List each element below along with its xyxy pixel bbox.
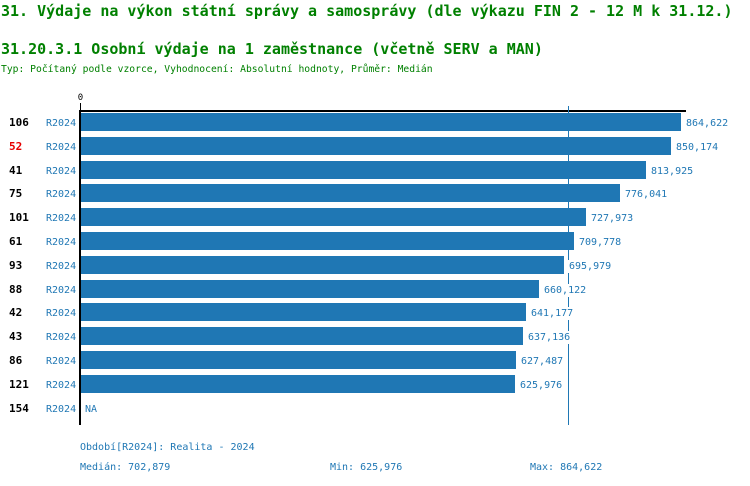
row-value-label: 695,979: [568, 259, 613, 273]
row-value-label: 627,487: [520, 355, 565, 368]
y-axis-line: [79, 110, 81, 425]
row-rank-label: 101: [9, 211, 29, 225]
row-value-label: 813,925: [650, 164, 695, 178]
row-value-label: 864,622: [685, 117, 730, 130]
row-na-label: NA: [85, 403, 98, 415]
row-value-bar: [81, 208, 586, 227]
row-value-bar: [81, 351, 516, 369]
row-period-label: R2024: [46, 213, 77, 225]
page-title: 31. Výdaje na výkon státní správy a samo…: [1, 2, 733, 20]
x-axis-line: [79, 110, 686, 112]
indicator-subtitle: Typ: Počítaný podle vzorce, Vyhodnocení:…: [1, 64, 433, 75]
row-rank-label: 42: [9, 306, 23, 320]
row-value-label: 660,122: [543, 283, 588, 297]
row-value-bar: [81, 184, 620, 203]
row-rank-label: 93: [9, 258, 23, 272]
row-period-label: R2024: [46, 332, 77, 344]
row-value-label: 641,177: [530, 307, 575, 321]
row-value-label: 727,973: [590, 212, 635, 226]
row-rank-label: 121: [9, 377, 29, 391]
row-value-bar: [81, 374, 515, 393]
row-period-label: R2024: [46, 356, 77, 367]
row-period-label: R2024: [46, 237, 77, 248]
row-value-bar: [81, 160, 646, 179]
row-period-label: R2024: [46, 308, 77, 320]
indicator-title: 31.20.3.1 Osobní výdaje na 1 zaměstnance…: [1, 40, 543, 58]
row-value-bar: [81, 303, 526, 322]
row-rank-label: 52: [9, 139, 23, 153]
row-value-label: 850,174: [675, 140, 720, 154]
row-rank-label: 41: [9, 163, 23, 177]
row-period-label: R2024: [46, 189, 77, 201]
row-rank-label: 106: [9, 116, 29, 129]
row-value-label: 709,778: [578, 236, 623, 249]
x-axis-origin-label: 0: [77, 93, 84, 103]
row-value-bar: [81, 327, 523, 346]
footer-min-value: Min: 625,976: [330, 462, 403, 473]
footer-median-value: Medián: 702,879: [80, 462, 171, 473]
row-value-bar: [81, 136, 671, 155]
footer-period-info: Období[R2024]: Realita - 2024: [80, 442, 255, 453]
row-rank-label: 75: [9, 187, 23, 201]
row-period-label: R2024: [46, 165, 77, 177]
row-value-bar: [81, 255, 564, 274]
x-axis-origin-tick: [80, 103, 81, 110]
footer-max-value: Max: 864,622: [530, 462, 603, 473]
row-rank-label: 154: [9, 401, 29, 415]
row-period-label: R2024: [46, 141, 77, 153]
row-period-label: R2024: [46, 260, 77, 272]
row-period-label: R2024: [46, 379, 77, 391]
row-value-bar: [81, 279, 539, 298]
row-rank-label: 86: [9, 354, 23, 367]
row-value-bar: [81, 113, 681, 131]
row-rank-label: 61: [9, 235, 23, 248]
row-value-label: 625,976: [519, 378, 564, 392]
row-value-label: 637,136: [527, 331, 572, 345]
row-rank-label: 88: [9, 282, 23, 296]
row-value-label: 776,041: [624, 188, 669, 202]
row-period-label: R2024: [46, 403, 77, 415]
row-value-bar: [81, 232, 574, 250]
row-period-label: R2024: [46, 284, 77, 296]
row-period-label: R2024: [46, 118, 77, 129]
row-rank-label: 43: [9, 330, 23, 344]
